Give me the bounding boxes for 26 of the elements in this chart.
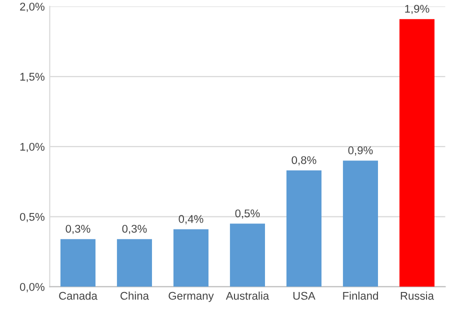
y-tick-label: 2,0% <box>20 2 44 12</box>
y-tick-label: 0,5% <box>20 212 44 222</box>
data-label: 0,8% <box>292 156 316 166</box>
data-label: 0,4% <box>178 215 204 224</box>
bar <box>399 19 434 287</box>
y-tick-label: 1,0% <box>20 142 44 152</box>
data-label: 0,9% <box>348 146 373 156</box>
x-tick-label: Russia <box>400 292 434 300</box>
bar <box>173 229 208 287</box>
data-label: 0,5% <box>235 209 260 219</box>
data-label: 0,3% <box>122 224 147 234</box>
x-tick-label: Australia <box>226 292 270 300</box>
x-tick-label: Germany <box>168 292 214 302</box>
x-tick-label: Finland <box>343 292 378 300</box>
x-tick-label: Canada <box>59 292 98 300</box>
bar <box>230 224 265 287</box>
y-tick-label: 1,5% <box>20 72 44 82</box>
bar <box>116 239 152 287</box>
x-tick-label: USA <box>293 292 316 300</box>
y-tick-label: 0,0% <box>20 283 44 292</box>
bar <box>286 170 322 287</box>
bar <box>60 239 96 287</box>
data-label: 1,9% <box>405 4 430 14</box>
bar <box>342 160 378 287</box>
x-tick-label: China <box>120 292 149 300</box>
data-label: 0,3% <box>66 224 90 234</box>
